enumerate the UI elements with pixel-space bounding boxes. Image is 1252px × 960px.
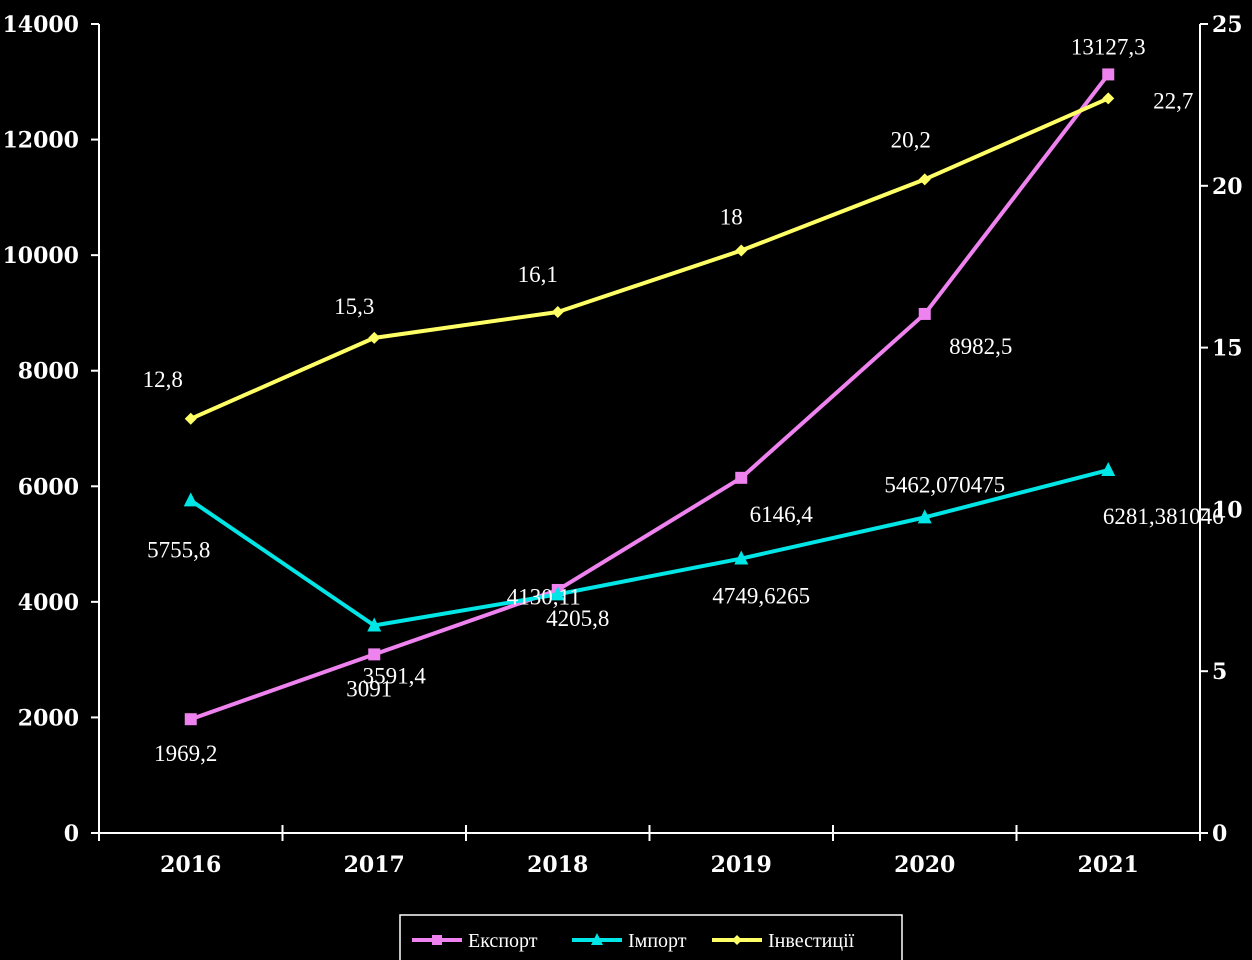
data-label: 15,3 <box>334 294 374 319</box>
data-label: 18 <box>720 205 743 230</box>
data-label: 3591,4 <box>363 663 427 688</box>
legend-marker-square <box>432 935 442 945</box>
data-label: 4130,11 <box>507 584 581 609</box>
data-point-square <box>1102 68 1114 80</box>
y-left-tick-label: 12000 <box>2 128 79 154</box>
y-left-tick-label: 4000 <box>18 590 79 616</box>
y-left-tick-label: 6000 <box>18 474 79 500</box>
y-left-tick-label: 14000 <box>2 12 79 38</box>
legend: Експорт Імпорт Інвестиції <box>400 915 902 960</box>
data-label: 5462,070475 <box>884 472 1005 497</box>
data-label: 22,7 <box>1153 88 1193 113</box>
y-left-tick-label: 2000 <box>18 705 79 731</box>
x-tick-label: 2016 <box>160 852 221 878</box>
y-left-tick-label: 8000 <box>18 359 79 385</box>
x-tick-label: 2021 <box>1078 852 1139 878</box>
x-tick-label: 2020 <box>894 852 955 878</box>
data-point-square <box>368 648 380 660</box>
y-left-tick-label: 0 <box>64 821 79 847</box>
data-label: 13127,3 <box>1071 34 1146 59</box>
data-label: 16,1 <box>518 262 558 287</box>
data-label: 6281,381046 <box>1103 504 1224 529</box>
data-label: 4749,6265 <box>712 584 810 609</box>
y-right-tick-label: 25 <box>1212 12 1243 38</box>
data-label: 6146,4 <box>750 502 814 527</box>
legend-label: Експорт <box>468 930 538 952</box>
x-tick-label: 2019 <box>711 852 772 878</box>
y-right-tick-label: 20 <box>1212 174 1243 200</box>
y-left-tick-label: 10000 <box>2 243 79 269</box>
data-label: 5755,8 <box>147 537 210 562</box>
y-right-tick-label: 5 <box>1212 659 1227 685</box>
data-point-square <box>735 472 747 484</box>
data-label: 4205,8 <box>546 606 609 631</box>
data-point-square <box>919 308 931 320</box>
legend-label: Імпорт <box>628 930 687 952</box>
data-label: 8982,5 <box>949 334 1012 359</box>
legend-label: Інвестиції <box>768 930 855 952</box>
data-label: 12,8 <box>143 367 183 392</box>
data-label: 1969,2 <box>154 741 217 766</box>
y-right-tick-label: 15 <box>1212 336 1243 362</box>
x-tick-label: 2017 <box>344 852 405 878</box>
data-point-square <box>185 713 197 725</box>
data-label: 20,2 <box>891 127 931 152</box>
x-tick-label: 2018 <box>527 852 588 878</box>
y-right-tick-label: 0 <box>1212 821 1227 847</box>
